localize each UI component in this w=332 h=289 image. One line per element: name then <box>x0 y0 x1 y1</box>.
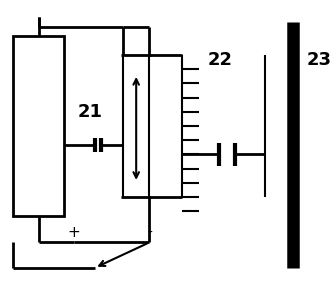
Bar <box>13 36 64 216</box>
Text: -: - <box>147 226 152 240</box>
Text: 23: 23 <box>306 51 331 69</box>
Text: +: + <box>67 225 80 240</box>
Text: 22: 22 <box>208 51 233 69</box>
Text: 21: 21 <box>78 103 103 121</box>
